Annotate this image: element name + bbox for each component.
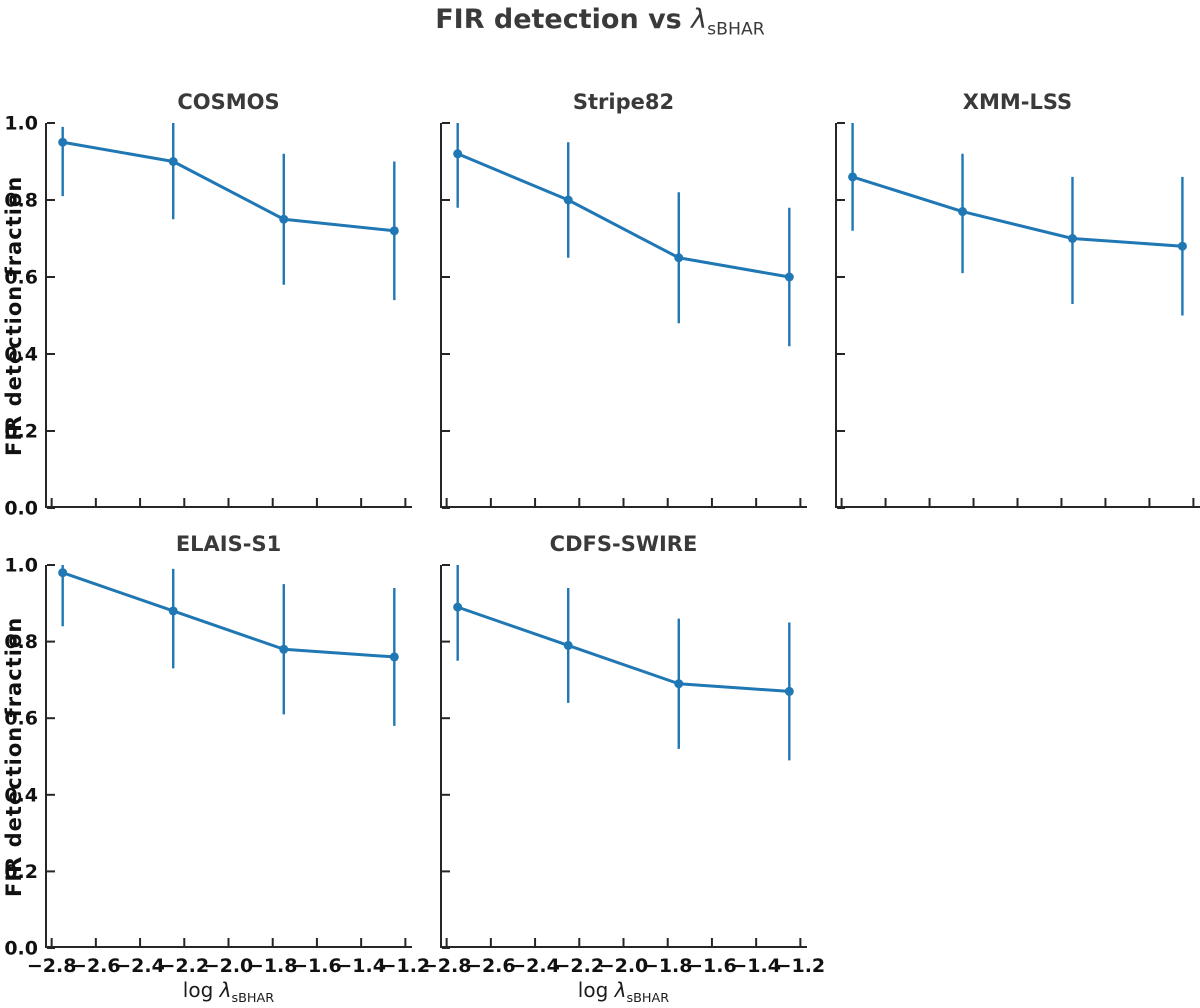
y-tick-label: 0.8	[4, 631, 38, 653]
data-point	[563, 195, 573, 205]
y-tick-label: 0.0	[4, 498, 38, 520]
x-tick-label: −2.2	[159, 955, 209, 977]
x-axis-label-elais-s1: log λsBHAR	[45, 978, 412, 1006]
y-tick-label: 0.4	[4, 784, 38, 806]
data-point	[279, 214, 289, 224]
x-tick-label: −1.6	[687, 955, 737, 977]
x-tick-label: −1.2	[381, 955, 431, 977]
plot-panel-cdfs-swire: −2.8 −2.6 −2.4 −2.2 −2.0 −1.8 −1.6 −1.4 −1.2	[422, 564, 825, 977]
data-point	[168, 157, 178, 166]
data-point	[674, 679, 684, 689]
data-point	[453, 602, 463, 612]
y-tick-label: 0.2	[4, 421, 38, 443]
x-tick-label: −2.2	[554, 955, 604, 977]
x-tick-label: −1.8	[643, 955, 693, 977]
data-point	[784, 686, 794, 696]
x-tick-label: −1.6	[292, 955, 342, 977]
data-point	[58, 568, 68, 578]
y-tick-label: 1.0	[4, 113, 38, 135]
data-point	[848, 172, 858, 182]
x-tick-label: −1.4	[731, 955, 781, 977]
x-tick-label: −2.0	[204, 955, 254, 977]
y-axis-label-top-row: FIR detection fraction	[2, 175, 26, 456]
plot-panel-stripe82	[440, 122, 807, 509]
x-tick-label: −2.6	[466, 955, 516, 977]
panel-title-cosmos: COSMOS	[177, 90, 280, 114]
x-tick-label: −1.4	[336, 955, 386, 977]
data-point	[784, 272, 794, 282]
x-tick-label: −2.8	[422, 955, 472, 977]
x-axis-label-cdfs-swire: log λsBHAR	[440, 978, 807, 1006]
y-tick-label: 0.6	[4, 267, 38, 289]
x-tick-label: −2.8	[27, 955, 77, 977]
plot-area-stripe82	[440, 122, 807, 509]
x-tick-label: −2.6	[71, 955, 121, 977]
x-tick-label: −2.4	[510, 955, 560, 977]
data-point	[674, 253, 684, 263]
y-tick-label: 0.4	[4, 344, 38, 366]
plot-panel-cosmos: 0.0 0.2 0.4 0.6 0.8 1.0	[4, 113, 412, 520]
panel-title-cdfs-swire: CDFS-SWIRE	[549, 532, 698, 556]
figure-title-text: FIR detection vs	[435, 4, 692, 35]
data-point	[389, 226, 399, 236]
data-point	[168, 606, 178, 616]
plot-area-elais-s1: 0.00.20.40.60.81.0−2.8−2.6−2.4−2.2−2.0−1…	[4, 555, 430, 978]
panel-title-stripe82: Stripe82	[572, 90, 675, 114]
data-point	[279, 644, 289, 654]
data-line	[62, 140, 395, 233]
data-point	[1067, 234, 1077, 243]
x-axis-label-lambda: λ	[219, 978, 232, 1002]
data-point	[1177, 241, 1187, 251]
x-axis-label-text: log	[182, 978, 220, 1002]
panel-title-xmm-lss: XMM-LSS	[962, 90, 1073, 114]
plot-panel-xmm-lss	[835, 122, 1200, 509]
plot-area-cosmos: 0.0 0.2 0.4 0.6 0.8 1.0	[4, 113, 412, 520]
plot-area-cdfs-swire: −2.8−2.6−2.4−2.2−2.0−1.8−1.6−1.4−1.2	[422, 564, 825, 977]
data-point	[958, 207, 968, 217]
data-point	[389, 652, 399, 662]
x-tick-label: −2.4	[115, 955, 165, 977]
panel-title-elais-s1: ELAIS-S1	[175, 532, 282, 556]
figure-title-subscript: sBHAR	[707, 19, 765, 40]
x-axis-label-text: log	[577, 978, 615, 1002]
y-tick-label: 0.2	[4, 861, 38, 883]
plot-area-xmm-lss	[835, 122, 1200, 509]
data-point	[563, 640, 573, 650]
data-line	[457, 605, 790, 693]
x-tick-label: −1.2	[776, 955, 826, 977]
x-axis-label-subscript: sBHAR	[231, 991, 275, 1006]
figure-title-lambda: λ	[691, 4, 708, 35]
figure-title: FIR detection vs λsBHAR	[0, 4, 1200, 39]
plot-panel-elais-s1: 0.0 0.2 0.4 0.6 0.8 1.0 −2.8 −2.6 −2.4 −2.2 −2.0 −1…	[4, 555, 430, 978]
y-tick-label: 0.6	[4, 708, 38, 730]
data-line	[852, 175, 1183, 248]
x-tick-label: −2.0	[599, 955, 649, 977]
x-tick-label: −1.8	[248, 955, 298, 977]
x-axis-label-subscript: sBHAR	[626, 991, 670, 1006]
data-point	[453, 149, 463, 159]
y-tick-label: 0.8	[4, 190, 38, 212]
y-tick-label: 1.0	[4, 555, 38, 577]
data-point	[58, 137, 68, 147]
data-line	[62, 571, 395, 659]
x-axis-label-lambda: λ	[614, 978, 627, 1002]
data-line	[457, 152, 790, 279]
y-tick-label: 0.0	[4, 938, 38, 960]
y-axis-label-bottom-row: FIR detection fraction	[2, 616, 26, 897]
